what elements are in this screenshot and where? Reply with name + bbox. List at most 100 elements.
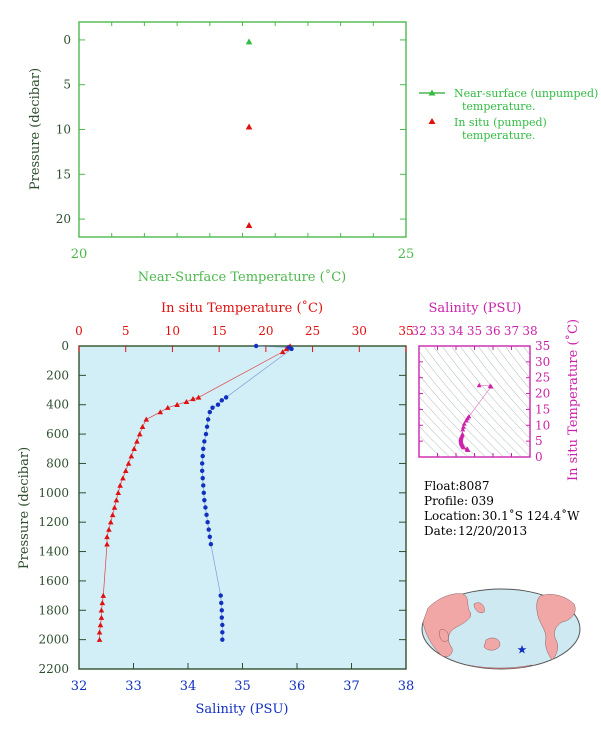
salinity-point bbox=[203, 431, 209, 437]
ts-density-contour bbox=[522, 346, 530, 356]
profile-sal-tick-label: 33 bbox=[125, 679, 142, 694]
salinity-point bbox=[202, 497, 207, 503]
profile-temp-tick-label: 30 bbox=[352, 324, 367, 338]
ts-point bbox=[461, 445, 467, 450]
map-land bbox=[422, 593, 576, 669]
temperature-point bbox=[122, 467, 129, 474]
ts-xtick-label: 38 bbox=[522, 324, 537, 338]
ts-y-axis-label: In situ Temperature (˚C) bbox=[565, 319, 581, 481]
map-land-asia-islands bbox=[473, 602, 485, 614]
ts-density-contour bbox=[513, 346, 530, 368]
map-land-americas bbox=[536, 594, 576, 661]
ts-point bbox=[463, 418, 469, 423]
salinity-point bbox=[201, 490, 207, 496]
temperature-point bbox=[120, 475, 126, 481]
profile-value: 039 bbox=[471, 494, 494, 508]
temperature-point bbox=[143, 416, 150, 422]
profile-ytick-label: 800 bbox=[46, 456, 69, 470]
temperature-point bbox=[100, 592, 107, 598]
salinity-point bbox=[200, 453, 205, 459]
temperature-point bbox=[283, 346, 290, 352]
temperature-point bbox=[183, 398, 190, 405]
ts-density-contour bbox=[419, 374, 495, 457]
ts-xtick-label: 37 bbox=[504, 324, 519, 338]
ts-density-contour bbox=[419, 350, 513, 457]
ts-ytick-label: 15 bbox=[535, 402, 550, 416]
temperature-point bbox=[125, 460, 132, 466]
salinity-point bbox=[220, 622, 225, 628]
ts-density-contour bbox=[423, 346, 522, 457]
profile-ytick-label: 1200 bbox=[38, 515, 69, 529]
ts-density-contour bbox=[477, 346, 530, 411]
float-label: Float: bbox=[424, 479, 460, 493]
ts-density-contour bbox=[504, 346, 530, 379]
salinity-point bbox=[199, 461, 205, 466]
ts-ytick-label: 25 bbox=[535, 371, 550, 385]
profile-temp-tick-label: 20 bbox=[258, 324, 273, 338]
salinity-point bbox=[210, 405, 215, 410]
profile-marks bbox=[96, 343, 294, 642]
float-value: 8087 bbox=[459, 479, 490, 493]
ts-ytick-label: 35 bbox=[535, 339, 550, 353]
temperature-point bbox=[98, 607, 105, 613]
ts-ytick-label: 10 bbox=[535, 418, 550, 432]
location-value: 30.1˚S 124.4˚W bbox=[482, 509, 580, 523]
location-label: Location: bbox=[424, 509, 481, 523]
map-land-west bbox=[422, 593, 472, 657]
salinity-point bbox=[205, 417, 211, 422]
profile-label: Profile: bbox=[424, 494, 469, 508]
salinity-point bbox=[204, 424, 210, 429]
profile-ytick-label: 0 bbox=[61, 339, 69, 353]
ts-density-contour bbox=[419, 362, 504, 457]
ts-density-contour bbox=[450, 346, 530, 439]
ts-xtick-label: 33 bbox=[430, 324, 445, 338]
temperature-point bbox=[131, 445, 137, 452]
profile-ytick-label: 600 bbox=[46, 427, 69, 441]
salinity-point bbox=[220, 637, 225, 642]
ts-point bbox=[488, 384, 494, 389]
temperature-point bbox=[98, 614, 105, 620]
salinity-point bbox=[202, 439, 207, 444]
ts-density-contour bbox=[419, 395, 477, 457]
profile-ytick-label: 400 bbox=[46, 398, 69, 412]
near-surface-chart: Pressure (decibar) Near-Surface Temperat… bbox=[28, 21, 414, 285]
legend-marker-in-situ bbox=[428, 118, 436, 124]
profile-row: Profile: 039 bbox=[424, 494, 579, 509]
near-surface-x-axis-label: Near-Surface Temperature (˚C) bbox=[138, 269, 346, 285]
salinity-point bbox=[204, 512, 209, 518]
ts-density-contour bbox=[419, 435, 441, 457]
ts-density-contour bbox=[486, 346, 530, 401]
salinity-point bbox=[218, 593, 223, 598]
temperature-point bbox=[107, 519, 114, 525]
profile-salinity-axis-title: Salinity (PSU) bbox=[196, 702, 289, 717]
profile-ytick-label: 2200 bbox=[38, 662, 69, 676]
temperature-point bbox=[190, 396, 196, 402]
date-label: Date: bbox=[424, 524, 457, 538]
ts-density-contour bbox=[419, 416, 459, 457]
profile-ytick-label: 1400 bbox=[38, 545, 69, 559]
ts-xtick-label: 35 bbox=[467, 324, 482, 338]
near-surface-ytick-label: 15 bbox=[56, 167, 71, 181]
profile-ytick-label: 200 bbox=[46, 368, 69, 382]
profile-sal-tick-label: 32 bbox=[71, 679, 88, 694]
world-map bbox=[421, 588, 581, 670]
salinity-point bbox=[201, 483, 206, 488]
ts-title: Salinity (PSU) bbox=[429, 301, 522, 316]
profile-ytick-label: 2000 bbox=[38, 633, 69, 647]
near-surface-plot-frame bbox=[78, 21, 407, 238]
legend-marker-near-surface bbox=[428, 89, 436, 96]
salinity-point bbox=[219, 600, 224, 606]
temperature-point bbox=[99, 600, 106, 606]
salinity-point bbox=[223, 395, 229, 400]
ts-point bbox=[461, 421, 467, 426]
temperature-point bbox=[139, 423, 146, 429]
near-surface-point bbox=[245, 38, 253, 45]
ts-ytick-label: 20 bbox=[535, 387, 550, 401]
profile-temp-axis-title: In situ Temperature (˚C) bbox=[161, 300, 323, 316]
profile-sal-tick-label: 36 bbox=[289, 679, 306, 694]
temperature-point bbox=[117, 482, 123, 488]
salinity-point bbox=[206, 527, 211, 532]
salinity-point bbox=[205, 519, 210, 525]
near-surface-xtick-label: 20 bbox=[71, 247, 88, 262]
